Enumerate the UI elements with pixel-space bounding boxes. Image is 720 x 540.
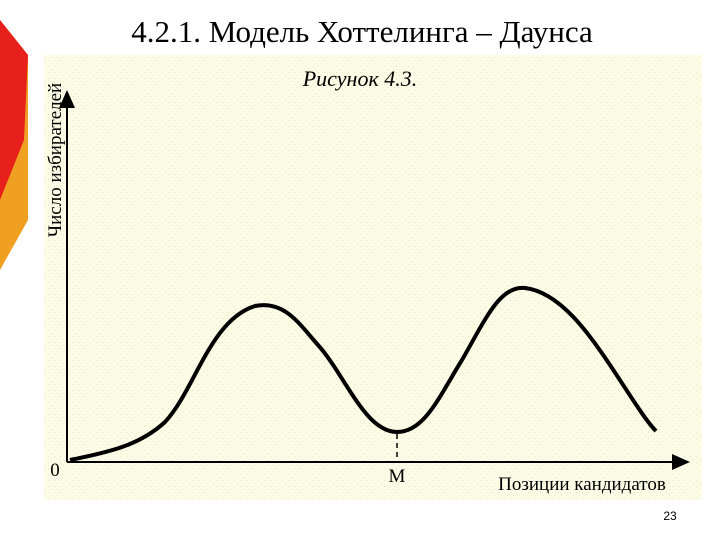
slide-title: 4.2.1. Модель Хоттелинга – Даунса	[131, 14, 593, 49]
median-label: M	[389, 466, 406, 487]
figure-caption: Рисунок 4.3.	[302, 66, 418, 91]
x-axis-label: Позиции кандидатов	[498, 474, 666, 495]
origin-label: 0	[50, 460, 60, 481]
figure-panel	[44, 55, 702, 500]
voter-distribution-curve	[69, 285, 658, 462]
page-number: 23	[663, 509, 677, 523]
decoration	[0, 20, 28, 200]
y-axis-label: Число избирателей	[45, 83, 66, 237]
